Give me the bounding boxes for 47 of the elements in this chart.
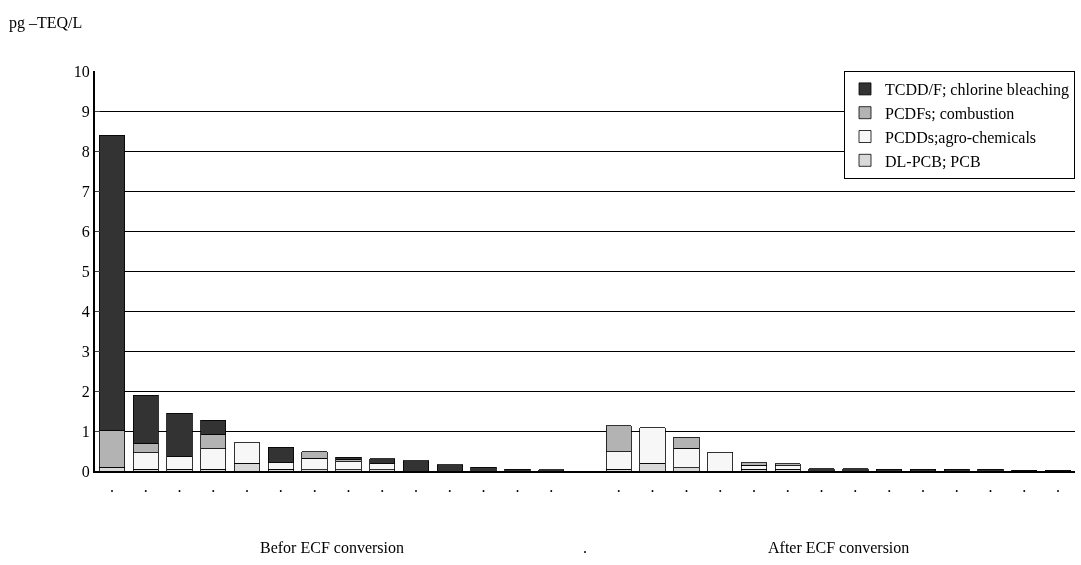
x-tick-label: . [616, 478, 621, 496]
x-tick-label: . [684, 478, 689, 496]
x-tick-label: . [988, 478, 993, 496]
legend-label: PCDFs; combustion [885, 104, 1015, 122]
y-tick-label: 0 [81, 462, 90, 480]
y-tick-label: 8 [81, 142, 90, 160]
x-tick-label: . [785, 478, 790, 496]
y-tick-label: 4 [81, 302, 90, 320]
x-tick-label: . [1022, 478, 1027, 496]
x-tick-label: . [650, 478, 655, 496]
legend-label: DL-PCB; PCB [885, 152, 981, 170]
x-tick-label: . [718, 478, 723, 496]
x-tick-label: . [1056, 478, 1061, 496]
x-tick-label: . [211, 478, 216, 496]
y-tick-label: 1 [81, 422, 90, 440]
x-tick-label: . [920, 478, 925, 496]
legend-label: PCDDs;agro-chemicals [885, 128, 1037, 147]
x-tick-label: . [143, 478, 148, 496]
x-tick-label: . [245, 478, 250, 496]
x-tick-label: . [515, 478, 520, 496]
x-tick-label: . [312, 478, 317, 496]
text: . [583, 539, 587, 556]
y-tick-label: 5 [81, 262, 90, 280]
x-tick-label: . [481, 478, 486, 496]
x-tick-label: . [887, 478, 892, 496]
y-tick-label: 2 [81, 382, 90, 400]
x-tick-label: . [414, 478, 419, 496]
x-tick-label: . [177, 478, 182, 496]
x-tick-label: . [853, 478, 858, 496]
x-tick-label: . [447, 478, 452, 496]
y-tick-label: 6 [81, 222, 90, 240]
text: After ECF conversion [768, 539, 910, 556]
x-tick-label: . [346, 478, 351, 496]
text: Befor ECF conversion [260, 539, 404, 556]
y-axis-title: pg –TEQ/L [9, 14, 83, 32]
y-tick-label: 3 [81, 342, 90, 360]
x-tick-label: . [278, 478, 283, 496]
x-tick-label: . [549, 478, 554, 496]
x-tick-label: . [954, 478, 959, 496]
x-tick-label: . [109, 478, 114, 496]
legend-label: TCDD/F; chlorine bleaching [885, 81, 1069, 100]
y-tick-label: 7 [81, 182, 90, 200]
y-tick-label: 10 [73, 62, 90, 80]
y-tick-label: 9 [81, 102, 90, 120]
x-tick-label: . [819, 478, 824, 496]
x-tick-label: . [380, 478, 385, 496]
x-tick-label: . [751, 478, 756, 496]
